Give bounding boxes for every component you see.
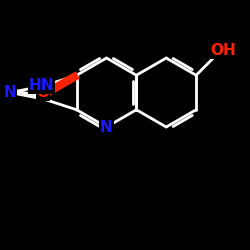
Text: HN: HN [28, 78, 54, 94]
Text: N: N [4, 85, 16, 100]
Text: O: O [36, 85, 50, 100]
Text: N: N [100, 120, 113, 134]
Text: OH: OH [210, 43, 236, 58]
